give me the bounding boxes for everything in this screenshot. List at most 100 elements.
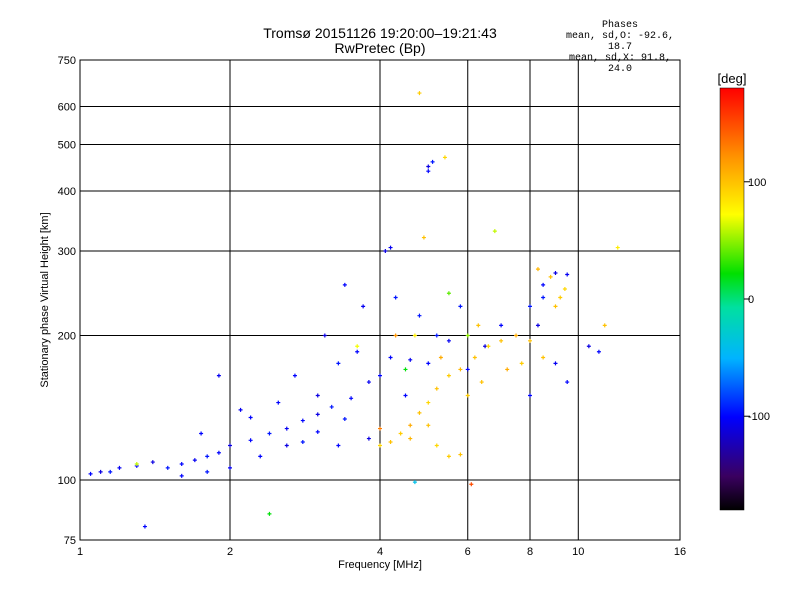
data-point	[355, 344, 360, 349]
data-point	[426, 423, 431, 428]
data-point	[248, 415, 253, 420]
data-point	[558, 295, 563, 300]
data-point	[267, 511, 272, 516]
data-point	[412, 333, 417, 338]
data-point	[329, 404, 334, 409]
data-point	[417, 91, 422, 96]
data-point	[472, 355, 477, 360]
data-point	[465, 333, 470, 338]
phase-stats-heading: Phases	[601, 20, 638, 31]
data-point	[142, 524, 147, 529]
data-point	[602, 323, 607, 328]
data-point	[426, 164, 431, 169]
data-point	[228, 465, 232, 470]
data-point	[366, 436, 371, 441]
data-point	[398, 431, 403, 436]
data-point	[393, 333, 398, 338]
data-point	[258, 454, 263, 459]
data-point	[284, 426, 289, 431]
data-point	[361, 304, 366, 309]
data-point	[426, 169, 431, 174]
data-point	[336, 361, 341, 366]
data-point	[528, 304, 532, 309]
data-point	[426, 361, 431, 366]
data-point	[548, 274, 553, 279]
data-point	[150, 460, 155, 465]
data-point	[553, 304, 558, 309]
colorbar-ticks: 100 0 -100	[744, 177, 770, 423]
y-tick-label: 200	[58, 331, 76, 343]
data-point	[408, 436, 413, 441]
data-point	[165, 465, 170, 470]
data-point	[284, 443, 289, 448]
data-point	[238, 407, 243, 412]
data-point	[421, 235, 426, 240]
data-point	[192, 458, 197, 463]
data-point	[388, 245, 393, 250]
data-point	[499, 323, 504, 328]
colorbar	[719, 87, 745, 511]
data-point	[179, 461, 184, 466]
data-point	[446, 291, 451, 296]
phase-stats-x: mean, sd,X: 91.8, 24.0	[568, 53, 672, 75]
data-point	[446, 454, 451, 459]
data-point	[438, 355, 443, 360]
data-point	[541, 295, 546, 300]
data-point	[267, 431, 272, 436]
data-point	[336, 443, 341, 448]
data-point	[565, 272, 570, 277]
data-point	[535, 267, 540, 272]
data-points	[88, 91, 620, 529]
y-tick-label: 750	[58, 55, 76, 67]
data-point	[465, 393, 470, 398]
data-point	[378, 373, 382, 378]
data-point	[315, 393, 320, 398]
data-point	[205, 469, 210, 474]
data-point	[292, 373, 297, 378]
y-tick-label: 300	[58, 246, 76, 258]
colorbar-tick-label: 0	[748, 294, 754, 306]
data-point	[248, 438, 253, 443]
data-point	[408, 423, 413, 428]
data-point	[315, 412, 320, 417]
data-point	[88, 471, 93, 476]
data-point	[300, 418, 305, 423]
x-tick-label: 8	[527, 546, 533, 558]
data-point	[366, 380, 371, 385]
x-tick-label: 16	[674, 546, 686, 558]
data-point	[98, 469, 103, 474]
data-point	[342, 417, 347, 422]
data-point	[417, 313, 422, 318]
data-point	[216, 373, 221, 378]
data-point	[615, 245, 620, 250]
data-point	[499, 338, 504, 343]
data-point	[458, 367, 463, 372]
data-point	[134, 461, 139, 466]
data-point	[276, 400, 281, 405]
data-point	[355, 349, 360, 354]
y-axis-label: Stationary phase Virtual Height [km]	[39, 212, 51, 387]
data-point	[553, 270, 558, 275]
data-point	[479, 380, 484, 385]
data-point	[535, 323, 540, 328]
data-point	[349, 396, 354, 401]
grid	[80, 60, 680, 540]
data-point	[476, 323, 481, 328]
data-point	[519, 361, 524, 366]
data-point	[228, 443, 232, 448]
y-tick-label: 100	[58, 475, 76, 487]
data-point	[378, 426, 382, 431]
data-point	[393, 295, 398, 300]
data-point	[553, 361, 558, 366]
data-point	[426, 400, 431, 405]
data-point	[417, 410, 422, 415]
data-point	[412, 480, 417, 485]
data-point	[434, 443, 439, 448]
x-tick-label: 2	[227, 546, 233, 558]
colorbar-tick-label: 100	[748, 177, 766, 189]
plot-frame	[79, 59, 681, 541]
data-point	[469, 482, 474, 487]
data-point	[586, 344, 591, 349]
data-point	[596, 349, 601, 354]
